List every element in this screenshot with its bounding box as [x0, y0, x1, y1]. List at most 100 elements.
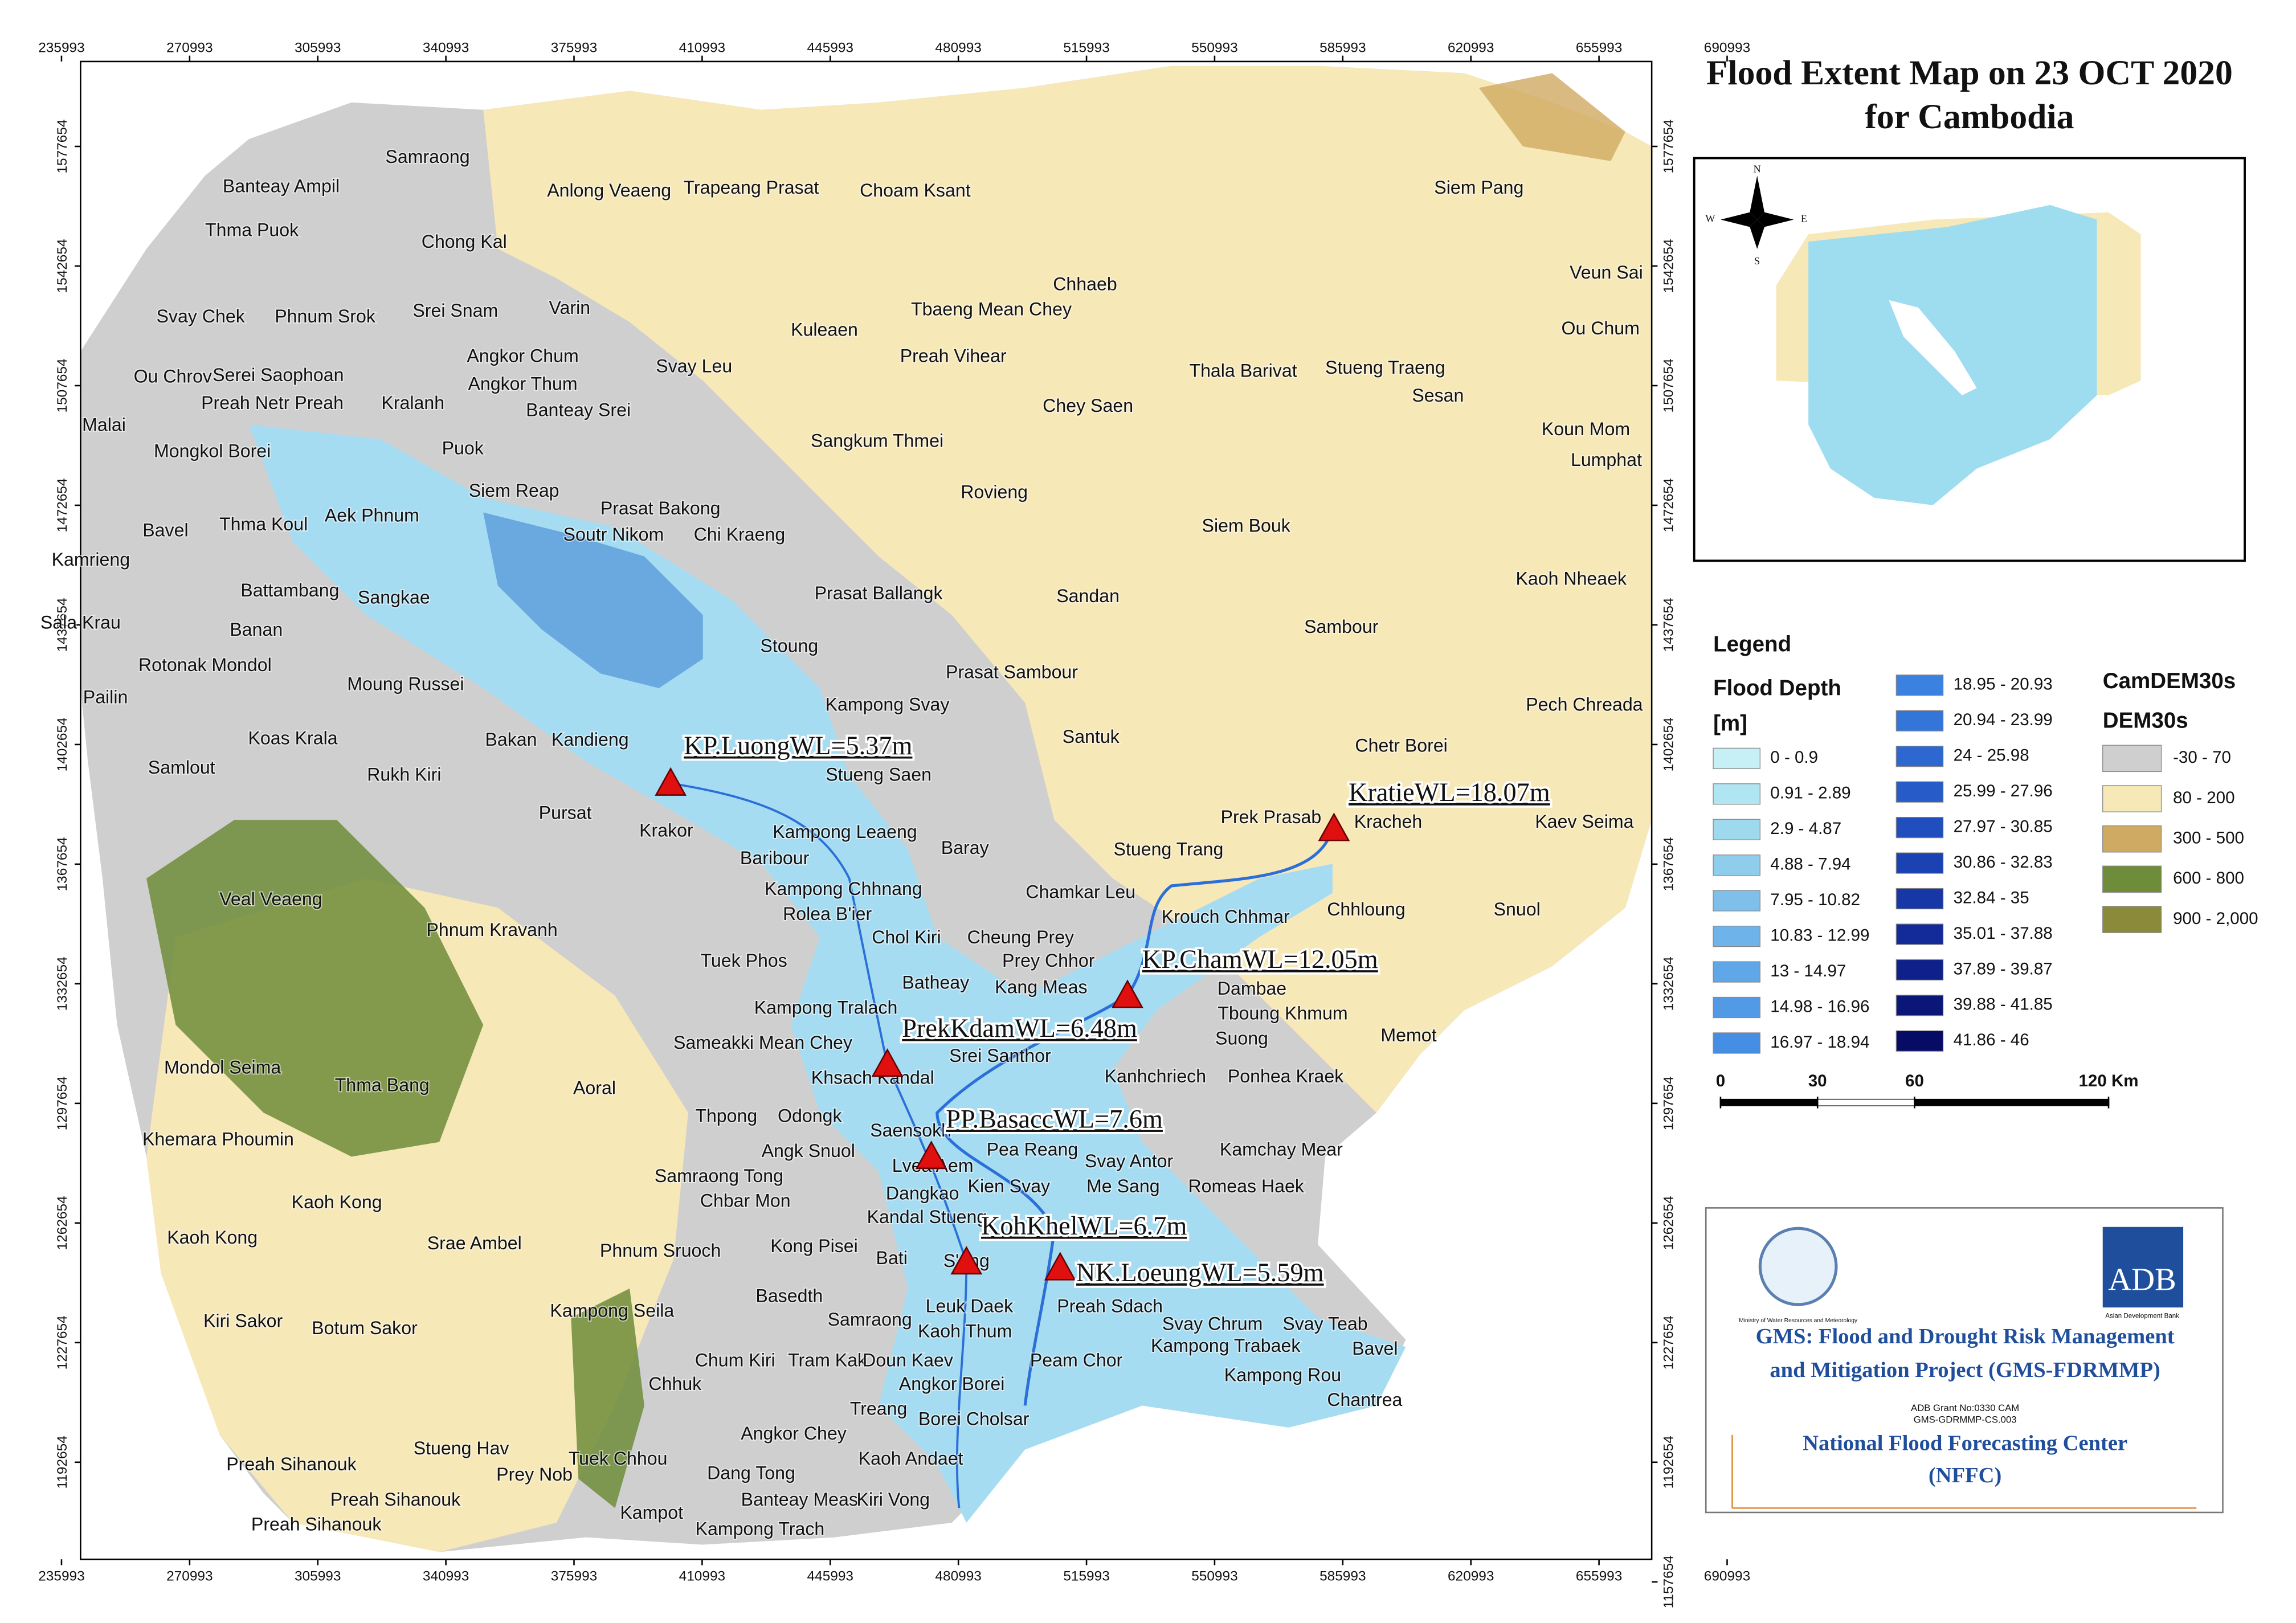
district-label: Tbaeng Mean Chey — [911, 299, 1072, 319]
y-tick-label: 1297654 — [55, 1076, 70, 1130]
district-label: Odongk — [778, 1106, 842, 1126]
x-tick-label: 620993 — [1448, 1568, 1494, 1584]
station-marker — [950, 1246, 983, 1275]
station-label: KP.LuongWL=5.37m — [684, 731, 912, 761]
station-marker — [1044, 1252, 1076, 1281]
district-label: Chhaeb — [1053, 274, 1117, 295]
x-tick-label: 305993 — [295, 1568, 341, 1584]
flood-plain — [248, 424, 1406, 1523]
district-label: Malai — [82, 414, 126, 435]
district-label: Pea Reang — [987, 1139, 1078, 1160]
ministry-name: Ministry of Water Resources and Meteorol… — [1739, 1318, 1858, 1324]
y-tick-label: 1332654 — [55, 956, 70, 1011]
x-tick-label: 445993 — [807, 1568, 853, 1584]
district-label: Baribour — [740, 848, 810, 868]
district-label: Prey Nob — [496, 1464, 573, 1485]
district-label: Svay Chek — [156, 306, 245, 326]
district-label: Preah Netr Preah — [201, 393, 344, 413]
legend-swatch — [1713, 819, 1760, 840]
district-label: Banan — [230, 619, 283, 640]
y-tick-label: 1192654 — [1661, 1436, 1676, 1489]
district-label: Ponhea Kraek — [1228, 1066, 1344, 1086]
legend-label: 41.86 - 46 — [1954, 1031, 2029, 1049]
district-label: Srae Ambel — [427, 1233, 522, 1253]
district-label: Dang Tong — [707, 1463, 795, 1483]
legend-label: 32.84 - 35 — [1954, 888, 2029, 907]
district-label: Saensokh — [870, 1120, 951, 1140]
district-label: Aek Phnum — [325, 505, 419, 526]
district-label: Rolea B'ier — [783, 904, 872, 924]
compass-letter: W — [1705, 213, 1715, 224]
district-label: Batheay — [902, 972, 969, 993]
mountains — [571, 1288, 644, 1508]
district-label: Phnum Srok — [275, 306, 376, 326]
legend-label: 14.98 - 16.96 — [1770, 997, 1869, 1016]
legend-label: 39.88 - 41.85 — [1954, 995, 2053, 1014]
legend-swatch — [2102, 865, 2162, 893]
district-label: Prasat Bakong — [600, 498, 721, 518]
district-label: Mongkol Borei — [154, 441, 271, 461]
district-label: Kampong Chhnang — [765, 878, 922, 899]
district-label: Peam Chor — [1030, 1350, 1123, 1371]
district-label: Thma Puok — [205, 220, 299, 240]
map-title: Flood Extent Map on 23 OCT 2020 — [1706, 54, 2233, 92]
district-label: Angkor Thum — [468, 373, 577, 394]
station-label: NK.LoeungWL=5.59m — [1076, 1258, 1324, 1287]
legend-swatch — [1895, 959, 1944, 981]
legend-title: Legend — [1713, 632, 1791, 657]
legend-swatch — [1713, 890, 1760, 911]
district-label: Samraong — [385, 146, 469, 167]
station-marker — [655, 767, 687, 796]
district-label: Siem Reap — [469, 480, 559, 501]
district-label: Veal Veaeng — [219, 889, 322, 909]
district-label: Prasat Ballangk — [815, 583, 943, 603]
district-label: Chhuk — [648, 1373, 702, 1394]
compass-letter: N — [1754, 163, 1761, 174]
legend-label: 900 - 2,000 — [2173, 909, 2258, 928]
district-label: Krakor — [639, 820, 693, 840]
legend-swatch — [1895, 674, 1944, 696]
legend-swatch — [1895, 995, 1944, 1016]
hills — [1478, 73, 1625, 161]
district-label: Chantrea — [1327, 1389, 1402, 1410]
project-title: and Mitigation Project (GMS-FDRMMP) — [1770, 1358, 2160, 1382]
district-label: Kampong Leaeng — [773, 821, 917, 842]
x-tick-label: 235993 — [38, 40, 84, 55]
legend-label: -30 - 70 — [2173, 748, 2231, 767]
station-label: PrekKdamWL=6.48m — [902, 1014, 1137, 1043]
district-label: Basedth — [755, 1286, 823, 1306]
district-label: Angkor Chum — [467, 346, 578, 366]
x-tick-label: 305993 — [295, 40, 341, 55]
legend-label: 35.01 - 37.88 — [1954, 924, 2053, 943]
district-label: Kamchay Mear — [1220, 1139, 1343, 1160]
district-label: Krouch Chhmar — [1162, 906, 1290, 927]
district-label: Kanhchriech — [1105, 1066, 1207, 1086]
scale-label: 0 — [1716, 1072, 1725, 1090]
district-label: Bavel — [1352, 1338, 1398, 1359]
district-label: Kaoh Andaet — [859, 1448, 963, 1469]
district-label: Soutr Nikom — [563, 524, 664, 545]
y-tick-label: 1402654 — [1661, 717, 1676, 771]
district-label: Angkor Borei — [899, 1373, 1005, 1394]
district-label: Rukh Kiri — [367, 765, 441, 785]
district-label: Thma Bang — [335, 1075, 430, 1095]
district-label: Chamkar Leu — [1026, 881, 1135, 902]
y-tick-label: 1367654 — [1661, 837, 1676, 891]
district-label: Pech Chreada — [1526, 694, 1643, 714]
scale-segment — [1914, 1099, 2109, 1106]
district-label: Moung Russei — [347, 673, 464, 694]
district-label: Cheung Prey — [967, 927, 1074, 947]
grant-text: ADB Grant No:0330 CAM — [1911, 1403, 2019, 1413]
y-tick-label: 1472654 — [1661, 478, 1676, 532]
district-label: Chong Kal — [422, 231, 507, 252]
district-label: Kralanh — [381, 393, 444, 413]
x-tick-label: 515993 — [1063, 1568, 1109, 1584]
y-tick-label: 1227654 — [55, 1315, 70, 1369]
district-label: Sandan — [1056, 586, 1120, 606]
x-tick-label: 585993 — [1319, 40, 1366, 55]
district-label: Rovieng — [961, 482, 1028, 502]
district-label: Lumphat — [1571, 449, 1642, 470]
y-tick-label: 1192654 — [55, 1436, 70, 1489]
grant-text: GMS-GDRMMP-CS.003 — [1914, 1414, 2017, 1425]
district-label: Borei Cholsar — [918, 1409, 1029, 1429]
